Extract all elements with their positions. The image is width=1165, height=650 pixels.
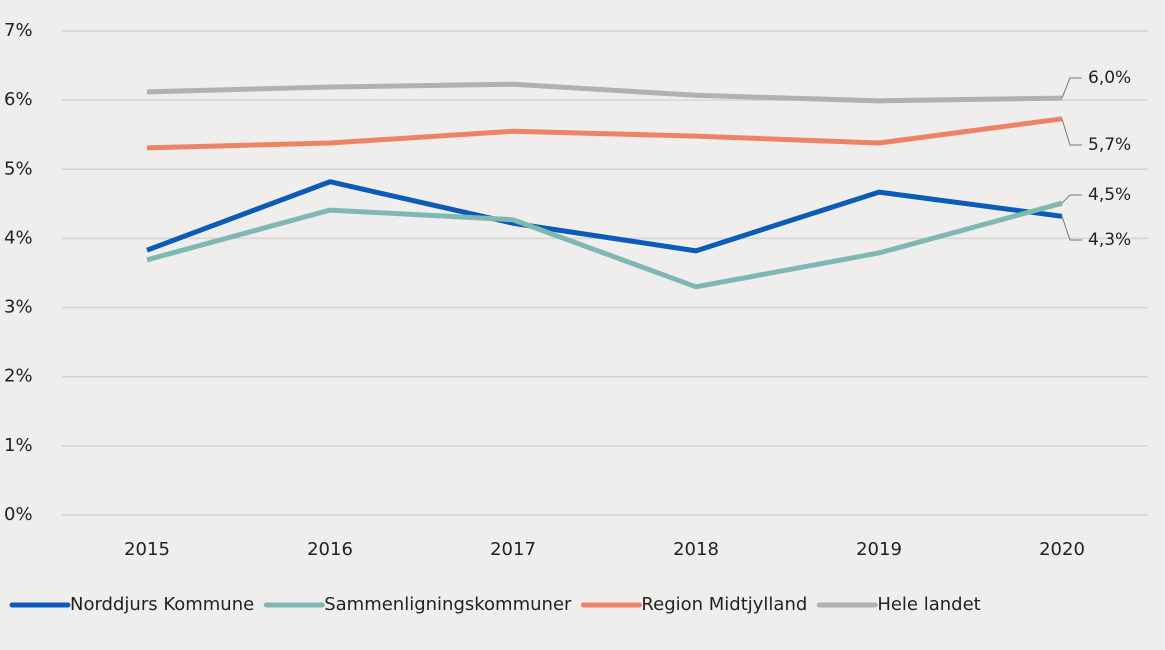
- series-line: [146, 81, 1063, 104]
- label-leader: [1061, 216, 1082, 241]
- label-leader: [1061, 118, 1082, 146]
- x-tick-label: 2016: [307, 539, 353, 560]
- y-tick-label: 6%: [4, 89, 33, 110]
- data-label: 6,0%: [1088, 68, 1131, 88]
- y-tick-label: 5%: [4, 158, 33, 179]
- x-tick-label: 2017: [490, 539, 536, 560]
- label-leader: [1061, 194, 1082, 204]
- y-tick-label: 0%: [4, 504, 33, 525]
- series-line: [146, 179, 1063, 254]
- legend-label: Norddjurs Kommune: [70, 594, 254, 615]
- y-tick-label: 1%: [4, 435, 33, 456]
- data-label: 5,7%: [1088, 135, 1131, 155]
- data-label: 4,5%: [1088, 185, 1131, 205]
- data-label: 4,3%: [1088, 230, 1131, 250]
- label-leader: [1061, 77, 1082, 99]
- x-tick-label: 2020: [1039, 539, 1085, 560]
- series-line: [146, 116, 1063, 151]
- legend-label: Sammenligningskommuner: [324, 594, 572, 615]
- x-tick-label: 2018: [673, 539, 719, 560]
- y-tick-label: 2%: [4, 366, 33, 387]
- x-tick-label: 2019: [856, 539, 902, 560]
- y-tick-label: 4%: [4, 227, 33, 248]
- legend-label: Region Midtjylland: [641, 594, 807, 615]
- x-tick-label: 2015: [124, 539, 170, 560]
- y-tick-label: 3%: [4, 297, 33, 318]
- y-tick-label: 7%: [4, 20, 33, 41]
- legend-label: Hele landet: [877, 594, 980, 615]
- series-line: [146, 200, 1063, 290]
